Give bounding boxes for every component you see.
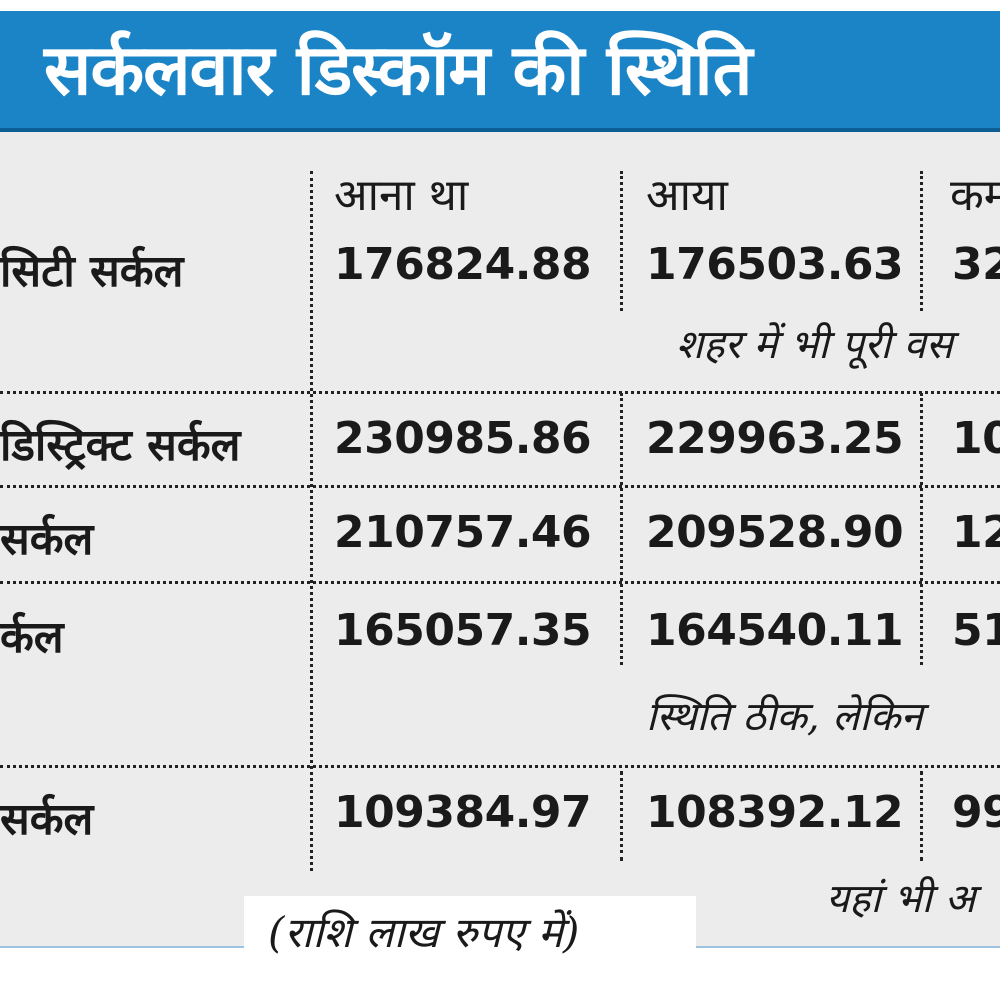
- row-less: 10: [952, 413, 1000, 464]
- unit-note: (राशि लाख रुपए में): [268, 908, 580, 957]
- note-city: शहर में भी पूरी वस: [676, 322, 953, 368]
- row-expected: 176824.88: [334, 239, 592, 290]
- row-less: 12: [952, 507, 1000, 558]
- column-divider-3c: [920, 771, 923, 861]
- row-less: 32: [952, 239, 1000, 290]
- column-divider-3: [920, 171, 923, 311]
- row-name: सर्कल: [0, 794, 94, 845]
- header-less: कम: [950, 170, 1000, 221]
- row-name: र्कल: [0, 612, 64, 663]
- note-row4: स्थिति ठीक, लेकिन: [646, 694, 923, 740]
- row-expected: 210757.46: [334, 507, 592, 558]
- discom-table: आना था आया कम सिटी सर्कल 176824.88 17650…: [0, 131, 1000, 1000]
- row-less: 99: [952, 787, 1000, 838]
- row-less: 51: [952, 605, 1000, 656]
- header-expected: आना था: [334, 170, 469, 221]
- row-divider-1: [0, 391, 1000, 394]
- note-row5: यहां भी अ: [826, 876, 976, 922]
- row-received: 164540.11: [646, 605, 904, 656]
- page-title: सर्कलवार डिस्कॉम की स्थिति: [44, 29, 752, 111]
- header-received: आया: [646, 170, 728, 221]
- column-divider-2b: [620, 393, 623, 665]
- row-expected: 165057.35: [334, 605, 592, 656]
- row-name: डिस्ट्रिक्ट सर्कल: [0, 420, 241, 471]
- column-divider-3b: [920, 393, 923, 665]
- row-name: सिटी सर्कल: [0, 246, 184, 297]
- row-received: 209528.90: [646, 507, 904, 558]
- row-received: 108392.12: [646, 787, 904, 838]
- column-divider-1: [310, 171, 313, 871]
- title-banner: सर्कलवार डिस्कॉम की स्थिति: [0, 0, 1000, 132]
- row-received: 229963.25: [646, 413, 904, 464]
- title-bar: सर्कलवार डिस्कॉम की स्थिति: [0, 11, 1000, 132]
- row-name: सर्कल: [0, 514, 94, 565]
- row-divider-2: [0, 485, 1000, 488]
- column-divider-2c: [620, 771, 623, 861]
- row-received: 176503.63: [646, 239, 904, 290]
- row-expected: 230985.86: [334, 413, 592, 464]
- row-expected: 109384.97: [334, 787, 592, 838]
- row-divider-3: [0, 581, 1000, 584]
- row-divider-4: [0, 765, 1000, 768]
- footer-box: [244, 896, 696, 1000]
- column-divider-2: [620, 171, 623, 311]
